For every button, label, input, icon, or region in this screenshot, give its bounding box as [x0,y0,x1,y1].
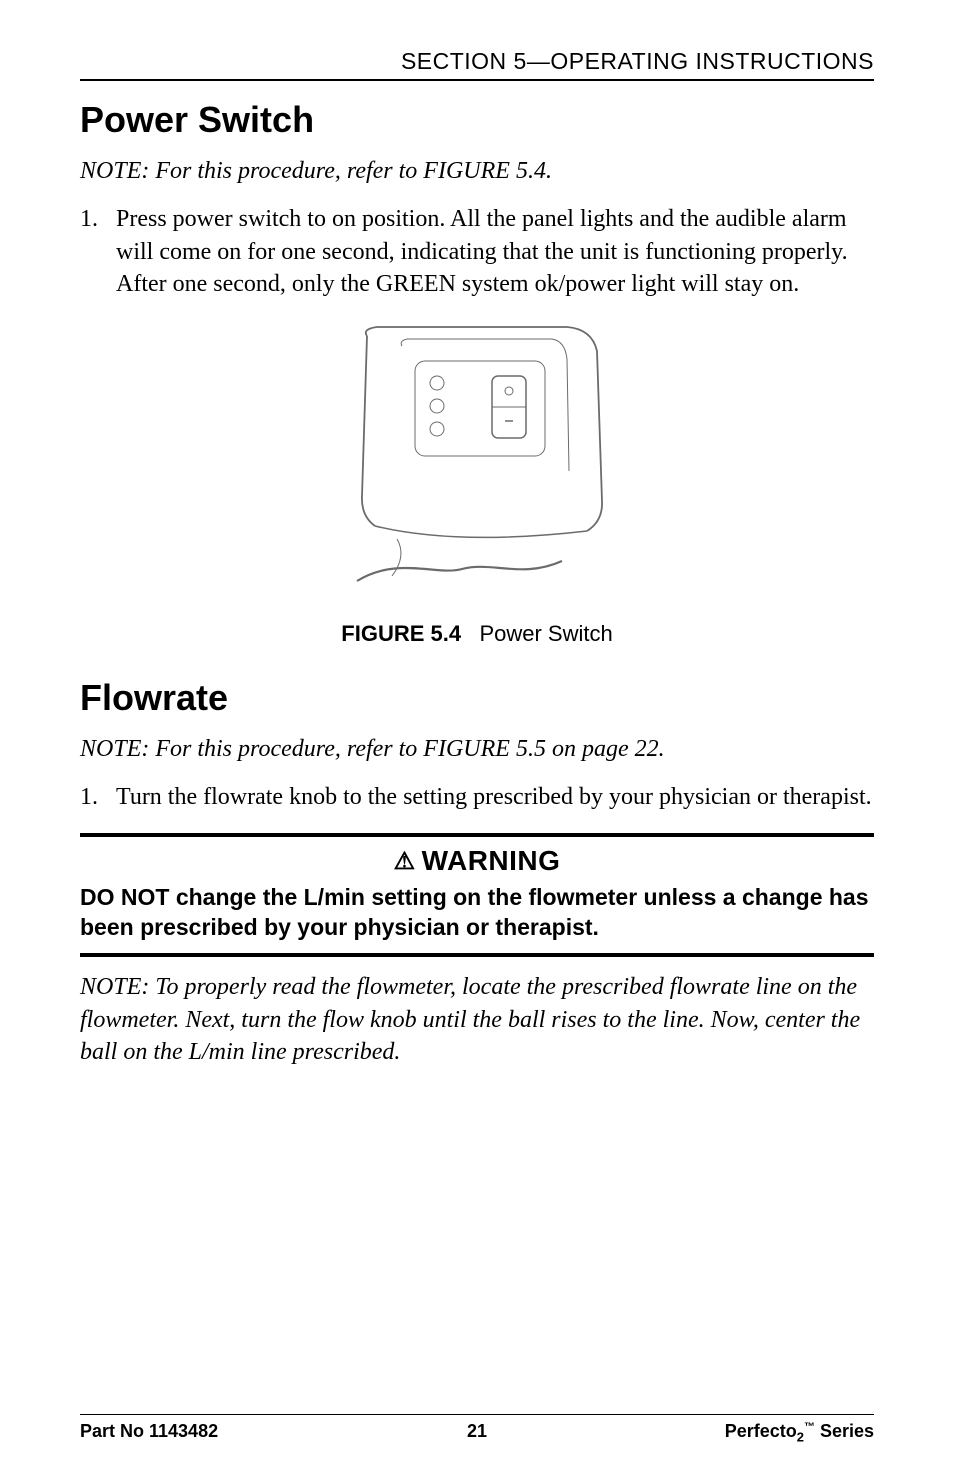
warning-rule-bottom [80,953,874,957]
section-header: SECTION 5—OPERATING INSTRUCTIONS [80,48,874,75]
warning-icon: ⚠ [394,848,416,875]
warning-rule-top [80,833,874,837]
power-switch-title: Power Switch [80,99,874,141]
page-footer: Part No 1143482 21 Perfecto2™ Series [80,1414,874,1445]
list-text: Turn the flowrate knob to the setting pr… [116,781,874,813]
warning-heading-text: WARNING [422,845,561,876]
flowrate-note: NOTE: For this procedure, refer to FIGUR… [80,733,874,765]
list-number: 1. [80,781,116,813]
warning-body: DO NOT change the L/min setting on the f… [80,883,874,943]
footer-page-number: 21 [467,1421,487,1442]
figure-5-4-caption: FIGURE 5.4 Power Switch [80,621,874,647]
power-switch-illustration [307,321,647,611]
figure-label: FIGURE 5.4 [341,621,461,646]
list-text: Press power switch to on position. All t… [116,203,874,300]
list-number: 1. [80,203,116,300]
warning-heading: ⚠WARNING [80,845,874,877]
bottom-note: NOTE: To properly read the flowmeter, lo… [80,971,874,1068]
figure-caption-text: Power Switch [479,621,612,646]
power-switch-step-1: 1. Press power switch to on position. Al… [80,203,874,300]
footer-series: Perfecto2™ Series [725,1421,874,1445]
figure-5-4 [80,321,874,611]
flowrate-title: Flowrate [80,677,874,719]
footer-part-no: Part No 1143482 [80,1421,218,1445]
flowrate-step-1: 1. Turn the flowrate knob to the setting… [80,781,874,813]
power-switch-note: NOTE: For this procedure, refer to FIGUR… [80,155,874,187]
